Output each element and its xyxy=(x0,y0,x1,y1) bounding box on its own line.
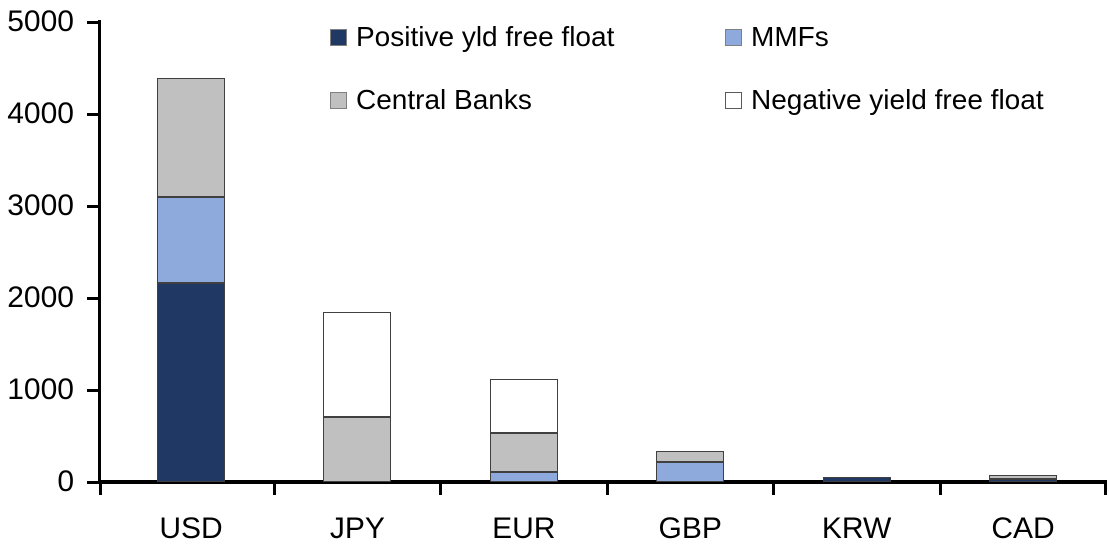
legend-label: MMFs xyxy=(751,21,829,52)
legend-item-mmfs: MMFs xyxy=(725,20,829,54)
y-axis-tick xyxy=(87,296,100,300)
legend-item-negative-yield-free-float: Negative yield free float xyxy=(725,83,1044,117)
bar-segment-usd-positive-yld-free-float xyxy=(157,283,225,482)
legend-swatch-icon xyxy=(330,91,347,109)
bar-segment-cad-positive-yld-free-float xyxy=(989,479,1057,482)
y-axis-line xyxy=(98,20,101,484)
y-axis-label: 4000 xyxy=(7,97,74,130)
legend-item-positive-yld-free-float: Positive yld free float xyxy=(330,20,614,54)
x-axis-tick xyxy=(605,482,609,495)
bar-segment-usd-central-banks xyxy=(157,78,225,197)
legend-item-central-banks: Central Banks xyxy=(330,83,532,117)
category-label-usd: USD xyxy=(159,512,223,545)
bar-segment-gbp-central-banks xyxy=(656,451,725,462)
category-label-jpy: JPY xyxy=(329,512,385,545)
category-label-cad: CAD xyxy=(991,512,1055,545)
x-axis-tick xyxy=(272,482,276,495)
y-axis-tick xyxy=(87,480,100,484)
bar-segment-cad-central-banks xyxy=(989,474,1057,480)
bar-segment-eur-central-banks xyxy=(489,432,558,472)
bar-segment-eur-mmfs xyxy=(489,471,558,482)
y-axis-label: 1000 xyxy=(7,373,74,406)
category-label-krw: KRW xyxy=(821,512,892,545)
y-axis-tick xyxy=(87,112,100,116)
x-axis-tick xyxy=(938,482,942,495)
y-axis-label: 2000 xyxy=(7,281,74,314)
bar-segment-jpy-negative-yield-free-float xyxy=(323,311,392,417)
y-axis-tick xyxy=(87,204,100,208)
bar-segment-krw-positive-yld-free-float xyxy=(822,476,891,482)
y-axis-label: 3000 xyxy=(7,189,74,222)
category-label-gbp: GBP xyxy=(658,512,722,545)
y-axis-label: 5000 xyxy=(7,5,74,38)
legend-swatch-icon xyxy=(330,28,347,46)
legend-swatch-icon xyxy=(725,91,742,109)
legend-label: Positive yld free float xyxy=(356,21,615,52)
legend-label: Negative yield free float xyxy=(751,84,1044,115)
y-axis-tick xyxy=(87,388,100,392)
x-axis-tick xyxy=(98,482,102,495)
x-axis-tick xyxy=(439,482,442,495)
y-axis-tick xyxy=(87,20,100,24)
category-label-eur: EUR xyxy=(492,512,556,545)
x-axis-line xyxy=(98,480,1107,484)
bar-segment-gbp-mmfs xyxy=(656,461,725,482)
x-axis-tick xyxy=(1103,482,1107,495)
bar-segment-eur-negative-yield-free-float xyxy=(489,379,558,433)
y-axis-label: 0 xyxy=(57,465,74,498)
bar-segment-jpy-central-banks xyxy=(323,416,392,482)
x-axis-tick xyxy=(772,482,775,495)
bar-segment-usd-mmfs xyxy=(157,196,225,284)
legend-swatch-icon xyxy=(725,28,742,46)
legend-label: Central Banks xyxy=(356,84,532,115)
